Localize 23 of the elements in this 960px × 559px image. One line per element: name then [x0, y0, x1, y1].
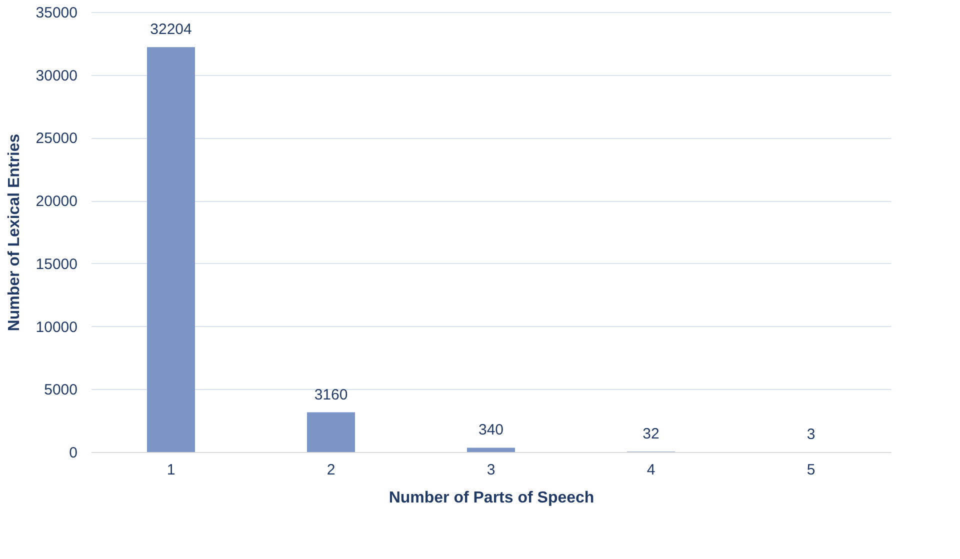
data-label: 32204 — [150, 21, 192, 38]
bar — [147, 47, 195, 452]
x-axis-title: Number of Parts of Speech — [388, 490, 594, 506]
y-tick-label: 10000 — [36, 318, 78, 336]
data-label: 3160 — [314, 386, 348, 404]
y-tick-label: 20000 — [36, 193, 78, 210]
y-tick-label: 15000 — [36, 256, 78, 273]
y-axis-title: Number of Lexical Entries — [6, 134, 23, 332]
y-tick-label: 30000 — [36, 67, 78, 84]
data-label: 3 — [806, 426, 816, 443]
x-tick-label: 1 — [166, 462, 176, 478]
data-label: 32 — [642, 426, 660, 443]
bar — [307, 412, 355, 452]
x-tick-label: 5 — [806, 462, 816, 478]
bar — [467, 448, 515, 452]
y-tick-label: 25000 — [36, 130, 78, 148]
y-tick-label: 0 — [69, 444, 78, 462]
x-tick-label: 3 — [486, 462, 496, 478]
y-tick-label: 5000 — [44, 382, 78, 399]
data-label: 340 — [478, 422, 504, 439]
y-tick-label: 35000 — [36, 4, 78, 22]
x-tick-label: 4 — [646, 462, 656, 478]
x-tick-label: 2 — [326, 462, 336, 478]
